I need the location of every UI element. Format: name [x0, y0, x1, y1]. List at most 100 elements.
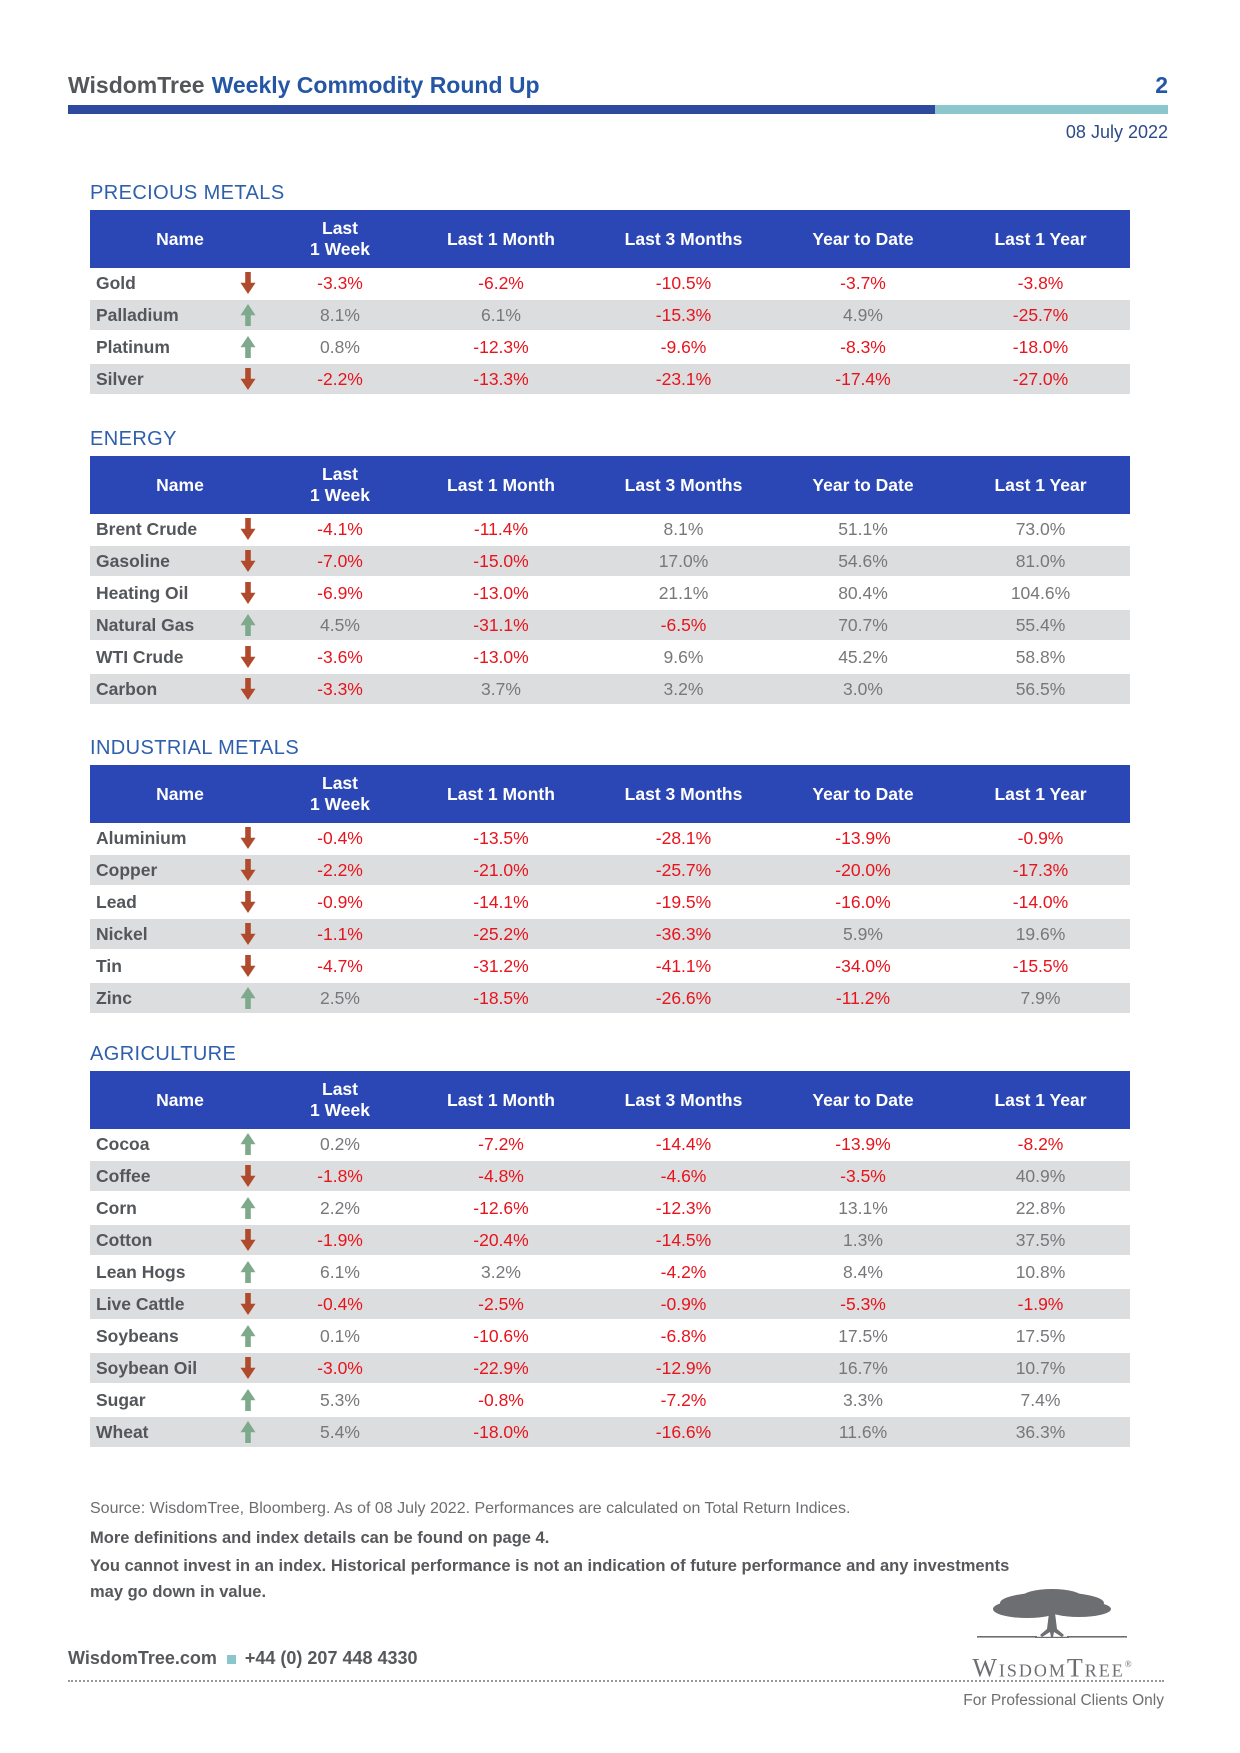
- commodity-section: AGRICULTURE Name Last 1 Week Last 1 Mont…: [90, 1042, 1130, 1449]
- table-row: Corn 2.2% -12.6% -12.3% 13.1% 22.8%: [90, 1193, 1130, 1225]
- value-last-1-month: -13.0%: [473, 647, 529, 667]
- value-last-1-month: -7.2%: [478, 1134, 524, 1154]
- value-last-1-year: 58.8%: [1015, 647, 1066, 667]
- value-last-1-year: 17.5%: [1015, 1326, 1066, 1346]
- trend-down-icon: [240, 581, 256, 604]
- value-last-3-months: -41.1%: [655, 956, 712, 976]
- value-last-1-week: -2.2%: [317, 860, 363, 880]
- commodity-name: Heating Oil: [96, 583, 189, 603]
- value-last-1-month: -14.1%: [473, 892, 529, 912]
- column-header-last-1-month: Last 1 Month: [447, 474, 555, 495]
- value-last-1-week: -3.6%: [317, 647, 363, 667]
- trend-cell: [225, 1257, 270, 1287]
- value-last-3-months: 21.1%: [658, 583, 709, 603]
- value-last-1-month: -12.3%: [473, 337, 529, 357]
- commodity-name: Nickel: [96, 924, 148, 944]
- commodity-name: Live Cattle: [96, 1294, 185, 1314]
- value-last-1-week: 2.5%: [320, 988, 360, 1008]
- column-header-year-to-date: Year to Date: [812, 783, 914, 804]
- trend-cell: [225, 919, 270, 949]
- trend-down-icon: [240, 677, 256, 700]
- value-last-3-months: -12.3%: [655, 1198, 712, 1218]
- table-row: Natural Gas 4.5% -31.1% -6.5% 70.7% 55.4…: [90, 610, 1130, 642]
- column-header-last-1-month: Last 1 Month: [447, 228, 555, 249]
- column-header-year-to-date: Year to Date: [812, 228, 914, 249]
- week-line1: Last: [322, 464, 358, 484]
- tables: PRECIOUS METALS Name Last 1 Week Last 1 …: [90, 181, 1130, 1449]
- week-line2: 1 Week: [310, 1100, 370, 1120]
- table-row: Lean Hogs 6.1% 3.2% -4.2% 8.4% 10.8%: [90, 1257, 1130, 1289]
- value-year-to-date: 3.0%: [843, 679, 883, 699]
- value-last-1-year: 40.9%: [1015, 1166, 1066, 1186]
- trend-cell: [225, 642, 270, 672]
- table-row: Heating Oil -6.9% -13.0% 21.1% 80.4% 104…: [90, 578, 1130, 610]
- value-last-1-month: -10.6%: [473, 1326, 529, 1346]
- value-year-to-date: 1.3%: [843, 1230, 883, 1250]
- table-row: Sugar 5.3% -0.8% -7.2% 3.3% 7.4%: [90, 1385, 1130, 1417]
- trend-cell: [225, 1193, 270, 1223]
- title-line: WisdomTree Weekly Commodity Round Up 2: [68, 72, 1168, 99]
- trend-cell: [225, 1289, 270, 1319]
- website-link[interactable]: WisdomTree.com: [68, 1648, 217, 1668]
- value-last-1-month: -11.4%: [473, 519, 529, 539]
- value-last-1-week: -1.1%: [317, 924, 363, 944]
- table-row: Platinum 0.8% -12.3% -9.6% -8.3% -18.0%: [90, 332, 1130, 364]
- value-last-1-month: -0.8%: [478, 1390, 524, 1410]
- value-last-1-year: 55.4%: [1015, 615, 1066, 635]
- value-last-1-month: -12.6%: [473, 1198, 529, 1218]
- commodity-name: Sugar: [96, 1390, 146, 1410]
- trend-up-icon: [240, 1388, 256, 1411]
- value-last-1-year: 10.7%: [1015, 1358, 1066, 1378]
- value-last-3-months: -6.8%: [660, 1326, 707, 1346]
- value-last-1-month: -13.0%: [473, 583, 529, 603]
- value-year-to-date: -17.4%: [835, 369, 891, 389]
- commodity-name: Silver: [96, 369, 144, 389]
- week-line1: Last: [322, 1079, 358, 1099]
- value-last-3-months: 3.2%: [663, 679, 704, 699]
- value-last-3-months: -28.1%: [655, 828, 712, 848]
- trend-cell: [225, 364, 270, 394]
- value-last-1-month: -2.5%: [478, 1294, 524, 1314]
- trend-cell: [225, 1385, 270, 1415]
- column-header-last-1-month: Last 1 Month: [447, 1089, 555, 1110]
- trend-cell: [225, 332, 270, 362]
- trend-down-icon: [240, 954, 256, 977]
- value-year-to-date: 80.4%: [838, 583, 888, 603]
- table-row: Coffee -1.8% -4.8% -4.6% -3.5% 40.9%: [90, 1161, 1130, 1193]
- trend-up-icon: [240, 1420, 256, 1443]
- value-last-3-months: -16.6%: [655, 1422, 712, 1442]
- disclaimer-note: You cannot invest in an index. Historica…: [90, 1557, 1010, 1601]
- value-last-1-year: -8.2%: [1017, 1134, 1064, 1154]
- contact-line: WisdomTree.com +44 (0) 207 448 4330: [68, 1648, 418, 1669]
- value-last-3-months: -0.9%: [660, 1294, 707, 1314]
- week-line1: Last: [322, 218, 358, 238]
- dotted-divider: [68, 1680, 1164, 1682]
- commodity-section: INDUSTRIAL METALS Name Last 1 Week Last …: [90, 736, 1130, 1015]
- table-header-row: Name Last 1 Week Last 1 Month Last 3 Mon…: [90, 456, 1130, 514]
- value-last-1-year: 37.5%: [1015, 1230, 1066, 1250]
- value-year-to-date: 4.9%: [843, 305, 883, 325]
- value-last-3-months: -26.6%: [655, 988, 712, 1008]
- value-last-3-months: -23.1%: [655, 369, 712, 389]
- value-last-1-month: 6.1%: [481, 305, 521, 325]
- value-year-to-date: -16.0%: [835, 892, 891, 912]
- table-row: Gasoline -7.0% -15.0% 17.0% 54.6% 81.0%: [90, 546, 1130, 578]
- value-last-1-week: 8.1%: [320, 305, 360, 325]
- value-last-1-year: 56.5%: [1015, 679, 1066, 699]
- column-header-last-1-week: Last 1 Week: [270, 1079, 410, 1121]
- table-row: Zinc 2.5% -18.5% -26.6% -11.2% 7.9%: [90, 983, 1130, 1015]
- trend-cell: [225, 546, 270, 576]
- value-last-1-week: -1.9%: [317, 1230, 363, 1250]
- trend-down-icon: [240, 1228, 256, 1251]
- column-header-year-to-date: Year to Date: [812, 1089, 914, 1110]
- value-last-1-week: -7.0%: [317, 551, 363, 571]
- trend-down-icon: [240, 549, 256, 572]
- value-last-1-year: 81.0%: [1015, 551, 1066, 571]
- value-last-1-week: -0.4%: [317, 1294, 363, 1314]
- value-last-3-months: -15.3%: [655, 305, 712, 325]
- value-last-1-month: -31.1%: [473, 615, 529, 635]
- value-last-1-month: -18.5%: [473, 988, 529, 1008]
- value-last-3-months: -4.2%: [660, 1262, 707, 1282]
- value-last-1-week: 0.8%: [320, 337, 360, 357]
